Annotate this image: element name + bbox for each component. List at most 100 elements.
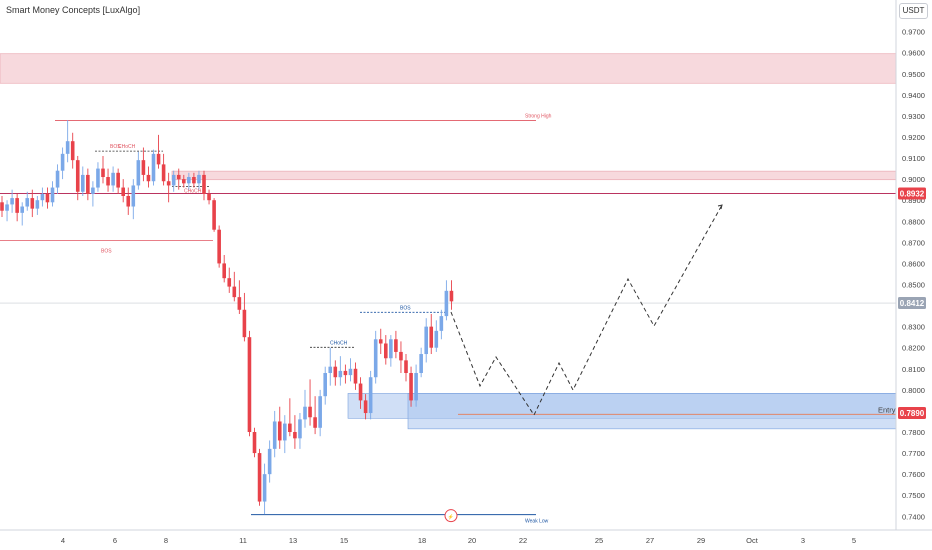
candle-body (424, 326, 428, 355)
candle-body (65, 141, 70, 154)
candle-body (81, 174, 85, 192)
time-tick-label: 27 (646, 536, 654, 545)
candle-body (429, 326, 434, 348)
candle-body (146, 174, 151, 182)
candle-body (50, 187, 55, 203)
candle-body (227, 278, 232, 287)
candle-body (45, 193, 50, 203)
price-tick-label: 0.7700 (902, 449, 925, 458)
price-label-text: 0.8932 (900, 189, 925, 198)
candle-body (101, 168, 105, 178)
candle-body (75, 160, 80, 192)
candle-body (116, 172, 120, 188)
candle-body (399, 351, 403, 361)
currency-button[interactable]: USDT (899, 3, 928, 19)
time-tick-label: 25 (595, 536, 603, 545)
structure-label: BOS (110, 144, 121, 150)
candle-body (187, 177, 191, 184)
price-label-text: 0.7890 (900, 409, 925, 418)
candle-body (126, 195, 131, 207)
price-axis-bg (896, 0, 932, 550)
candle-body (15, 198, 19, 213)
candle-body (131, 185, 136, 207)
candle-body (161, 164, 166, 182)
price-label-badge (898, 407, 926, 420)
price-tick-label: 0.8700 (902, 238, 925, 247)
price-tick-label: 0.8100 (902, 365, 925, 374)
candle-body (247, 337, 252, 433)
candle-body (30, 198, 35, 209)
candle-body (40, 193, 45, 201)
candle-body (192, 177, 196, 184)
candle-body (86, 174, 90, 194)
candle-body (303, 406, 307, 420)
candle-body (111, 172, 115, 186)
structure-label: CHoCH (184, 189, 202, 195)
candle-body (237, 297, 242, 310)
order-block-zones (0, 53, 897, 430)
time-tick-label: 15 (340, 536, 348, 545)
candle-body (212, 200, 216, 230)
candle-body (207, 193, 211, 201)
candle-body (202, 174, 206, 194)
price-axis[interactable]: 0.98000.97000.96000.95000.94000.93000.92… (895, 0, 932, 550)
candle-body (318, 396, 322, 428)
candle-body (368, 377, 373, 414)
price-tick-label: 0.9700 (902, 28, 925, 37)
time-tick-label: 8 (164, 536, 168, 545)
candle-body (414, 373, 418, 401)
candle-body (288, 423, 292, 433)
candle-body (378, 339, 383, 344)
candle-body (384, 343, 388, 359)
price-tick-label: 0.8200 (902, 344, 925, 353)
candle-body (25, 198, 30, 207)
candle-body (298, 419, 302, 439)
candle-body (91, 187, 95, 194)
price-tick-label: 0.7400 (902, 512, 925, 521)
candle-body (348, 368, 353, 376)
weak-low-label: Weak Low (525, 519, 549, 525)
candle-body (267, 448, 272, 475)
time-tick-label: 6 (113, 536, 117, 545)
candle-body (328, 366, 333, 374)
price-tick-label: 0.9100 (902, 154, 925, 163)
candle-body (96, 168, 100, 188)
candle-body (10, 198, 14, 205)
candle-body (272, 421, 277, 449)
candle-body (358, 383, 363, 401)
candle-body (373, 339, 378, 378)
time-tick-label: 4 (61, 536, 65, 545)
candlestick-series (0, 120, 454, 515)
candle-body (257, 453, 262, 502)
candle-body (409, 373, 413, 401)
candle-body (394, 339, 398, 352)
lightning-icon-glyph: ⚡ (448, 514, 454, 521)
time-tick-label: 11 (239, 536, 247, 545)
candle-body (232, 286, 237, 298)
price-tick-label: 0.9500 (902, 70, 925, 79)
entry-label: Entry (878, 405, 896, 414)
candle-body (313, 417, 317, 428)
candle-body (217, 229, 221, 264)
time-tick-label: 18 (418, 536, 426, 545)
candle-body (20, 206, 24, 213)
candle-body (166, 181, 171, 186)
candle-body (333, 366, 338, 378)
demand-zone (407, 393, 897, 430)
candle-body (156, 153, 161, 165)
market-price-text: 0.8412 (900, 299, 925, 308)
time-axis[interactable]: 4 6 8 11 13 15 18 20 22 25 27 29 Oct 3 5 (0, 529, 932, 545)
price-tick-label: 0.8800 (902, 217, 925, 226)
candle-body (106, 177, 110, 186)
indicator-title: Smart Money Concepts [LuxAlgo] (6, 5, 141, 15)
candle-body (434, 330, 439, 348)
candle-body (171, 174, 176, 186)
candle-body (141, 160, 146, 175)
candle-body (262, 474, 267, 502)
time-tick-label: 3 (801, 536, 805, 545)
candle-body (343, 370, 348, 376)
candle-body (444, 290, 449, 317)
market-price-badge (898, 297, 926, 310)
price-tick-label: 0.8300 (902, 323, 925, 332)
